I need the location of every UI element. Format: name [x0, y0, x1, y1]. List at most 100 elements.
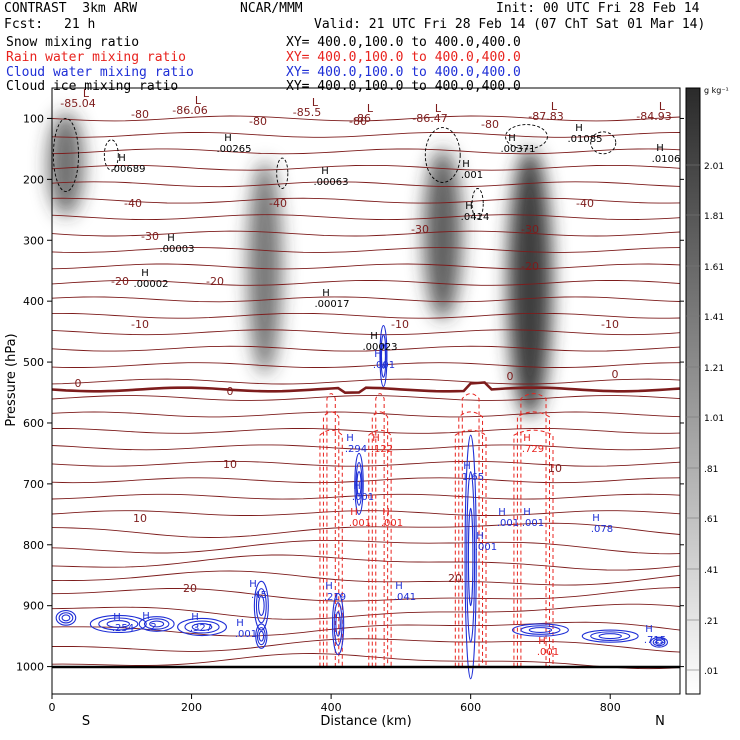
isotherm-label: -20: [206, 275, 224, 288]
low-marker: L: [83, 87, 90, 100]
maximum-label: .001: [497, 518, 519, 529]
cloud-water-contour: [511, 623, 569, 637]
maximum-label: .00023: [363, 342, 398, 353]
high-marker: H: [374, 349, 382, 360]
cloud-water-contour: [581, 629, 639, 643]
colorbar: [685, 87, 701, 695]
high-marker: H: [224, 133, 232, 144]
field-name-cloud-ice: Cloud ice mixing ratio: [6, 79, 179, 94]
plot-frame: [51, 87, 681, 695]
isotherm: [51, 197, 681, 204]
valid-time: Valid: 21 UTC Fri 28 Feb 14 (07 ChT Sat …: [314, 17, 706, 32]
high-marker: H: [249, 579, 257, 590]
maximum-label: .001: [522, 518, 544, 529]
high-marker: H: [476, 531, 484, 542]
colorbar-label: 1.61: [704, 263, 724, 273]
cloud-water-contour: [89, 614, 147, 634]
field-name-cloud-water: Cloud water mixing ratio: [6, 65, 194, 80]
isotherm-label: -30: [411, 223, 429, 236]
isotherm: [51, 477, 681, 484]
low-marker: L: [551, 100, 558, 113]
maximum-label: .00003: [160, 244, 195, 255]
cloud-water-contour: [528, 627, 553, 634]
cloud-ice-contour: [424, 127, 461, 183]
cloud-water-contour: [177, 617, 227, 637]
y-tick-label: 700: [23, 478, 44, 491]
isotherm: [52, 638, 681, 653]
isotherm: [51, 510, 681, 516]
maximum-label: .294: [345, 444, 367, 455]
maximum-label: .327: [190, 623, 212, 634]
high-marker: H: [372, 433, 380, 444]
high-marker: H: [325, 581, 333, 592]
isotherm: [51, 621, 681, 637]
cloud-ice-contour: [590, 131, 617, 155]
y-tick-label: 800: [23, 539, 44, 552]
rain-contour: [319, 429, 343, 667]
snow-shading: [423, 148, 462, 320]
high-marker: H: [382, 507, 390, 518]
isotherm: [51, 214, 681, 221]
isotherm: [51, 570, 681, 586]
high-marker: H: [141, 268, 149, 279]
isotherm-label: -40: [124, 197, 142, 210]
y-tick-label: 1000: [16, 661, 44, 674]
isotherm: [51, 411, 681, 418]
isotherm-label: 10: [548, 462, 562, 475]
colorbar-label: 1.41: [704, 313, 724, 323]
cloud-water-contour: [256, 627, 266, 646]
field-name-snow: Snow mixing ratio: [6, 35, 140, 50]
colorbar-label: 1.01: [704, 414, 724, 424]
isotherm-label: -30: [141, 230, 159, 243]
cloud-water-contour: [255, 623, 268, 649]
maximum-label: .001: [475, 542, 497, 553]
x-tick-label: 200: [181, 701, 202, 714]
maximum-label: .078: [591, 524, 613, 535]
isotherm: [52, 428, 681, 434]
isotherm: [51, 263, 681, 270]
high-marker: H: [118, 153, 126, 164]
high-marker: H: [538, 636, 546, 647]
isotherm: [51, 329, 681, 336]
isotherm-label: -80: [349, 115, 367, 128]
rain-contour: [458, 411, 484, 667]
rain-contour: [513, 429, 554, 667]
cloud-water-contour: [652, 638, 666, 647]
isotherm-label: -30: [521, 223, 539, 236]
rain-contour: [371, 411, 389, 667]
cloud-water-contour: [253, 580, 269, 631]
cloud-water-contour: [520, 625, 561, 635]
high-marker: H: [113, 612, 121, 623]
isotherm: [51, 296, 681, 303]
maximum-label: .00002: [134, 279, 169, 290]
isotherm: [51, 345, 681, 352]
isotherm: [51, 280, 681, 286]
field-xy-cloud-water: XY= 400.0,100.0 to 400.0,400.0: [286, 65, 521, 80]
cloud-ice-contour: [103, 139, 119, 171]
maximum-label: .2: [147, 622, 157, 633]
colorbar-unit: g kg⁻¹: [704, 86, 729, 95]
maximum-label: .001: [381, 518, 403, 529]
rain-contour: [375, 393, 385, 667]
high-marker: H: [321, 166, 329, 177]
maximum-label: .00017: [315, 299, 350, 310]
cloud-ice-contour: [52, 118, 79, 192]
colorbar-label: .81: [704, 465, 718, 475]
center-label: NCAR/MMM: [240, 1, 303, 16]
maximum-label: .001: [373, 360, 395, 371]
isotherm: [51, 115, 681, 122]
isotherm-label: 0: [612, 368, 619, 381]
y-tick-label: 500: [23, 356, 44, 369]
isotherm: [51, 653, 681, 670]
low-marker: L: [659, 100, 666, 113]
cloud-ice-contour: [276, 157, 289, 189]
maximum-label: .729: [522, 444, 544, 455]
isotherm: [51, 164, 681, 171]
cloud-water-contour: [255, 588, 267, 624]
maximum-label: .00265: [217, 144, 252, 155]
x-end-label-south: S: [82, 714, 90, 729]
x-tick-label: 800: [600, 701, 621, 714]
isotherm: [51, 522, 681, 538]
cloud-water-contour: [655, 639, 663, 645]
